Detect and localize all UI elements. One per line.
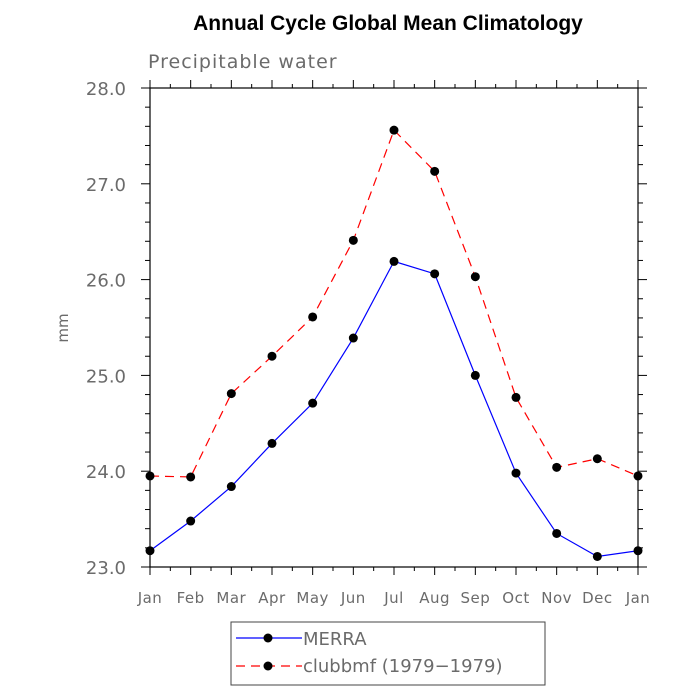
- data-point-clubbmf: [511, 392, 521, 402]
- data-point-clubbmf: [145, 471, 155, 481]
- x-tick-label: Apr: [258, 589, 286, 607]
- data-point-clubbmf: [592, 454, 602, 464]
- legend-marker-merra: [263, 633, 273, 643]
- data-point-clubbmf: [186, 472, 196, 482]
- y-tick-label: 23.0: [86, 558, 126, 579]
- data-point-clubbmf: [633, 471, 643, 481]
- x-tick-label: Oct: [502, 589, 529, 607]
- x-tick-label: Jun: [340, 589, 366, 607]
- data-point-merra: [308, 398, 318, 408]
- data-point-clubbmf: [430, 166, 440, 176]
- x-tick-label: Sep: [460, 589, 490, 607]
- series-layer: [145, 125, 643, 561]
- x-tick-label: Jul: [383, 589, 404, 607]
- data-point-merra: [186, 516, 196, 526]
- x-tick-label: Mar: [216, 589, 246, 607]
- y-tick-label: 25.0: [86, 366, 126, 387]
- series-line-clubbmf: [149, 129, 639, 478]
- legend-label-clubbmf: clubbmf (1979−1979): [303, 656, 503, 677]
- chart-subtitle: Precipitable water: [148, 51, 338, 73]
- data-point-merra: [145, 546, 155, 556]
- y-tick-label: 24.0: [86, 462, 126, 483]
- data-point-merra: [389, 256, 399, 266]
- data-point-merra: [430, 269, 440, 279]
- data-point-merra: [348, 333, 358, 343]
- data-point-merra: [633, 546, 643, 556]
- data-point-clubbmf: [308, 312, 318, 322]
- data-point-clubbmf: [348, 235, 358, 245]
- x-tick-label: May: [296, 589, 329, 607]
- y-tick-label: 26.0: [86, 271, 126, 292]
- data-point-clubbmf: [267, 351, 277, 361]
- y-tick-label: 27.0: [86, 175, 126, 196]
- plot-frame: [149, 87, 639, 568]
- x-tick-label: Jan: [137, 589, 163, 607]
- legend-label-merra: MERRA: [303, 629, 367, 650]
- data-point-merra: [511, 468, 521, 478]
- x-tick-label: Dec: [582, 589, 613, 607]
- legend-marker-clubbmf: [263, 661, 273, 671]
- series-line-merra: [149, 260, 639, 558]
- x-tick-label: Nov: [541, 589, 572, 607]
- chart-title: Annual Cycle Global Mean Climatology: [193, 12, 583, 35]
- x-tick-label: Aug: [419, 589, 450, 607]
- data-point-merra: [470, 370, 480, 380]
- y-axis-label: mm: [54, 313, 72, 342]
- data-point-merra: [226, 482, 236, 492]
- axis-ticks: Jan Feb Mar Apr May Jun Jul Aug Sep Oct Nov Dec Jan 2…: [86, 79, 650, 607]
- legend-box: [230, 621, 546, 686]
- x-tick-label: Feb: [177, 589, 205, 607]
- data-point-clubbmf: [470, 272, 480, 282]
- data-point-merra: [592, 551, 602, 561]
- data-point-merra: [552, 528, 562, 538]
- legend: MERRA clubbmf (1979−1979): [230, 621, 546, 686]
- data-point-clubbmf: [226, 389, 236, 399]
- y-tick-label: 28.0: [86, 79, 126, 100]
- data-point-merra: [267, 438, 277, 448]
- x-tick-label: Jan: [625, 589, 651, 607]
- data-point-clubbmf: [552, 462, 562, 472]
- data-point-clubbmf: [389, 125, 399, 135]
